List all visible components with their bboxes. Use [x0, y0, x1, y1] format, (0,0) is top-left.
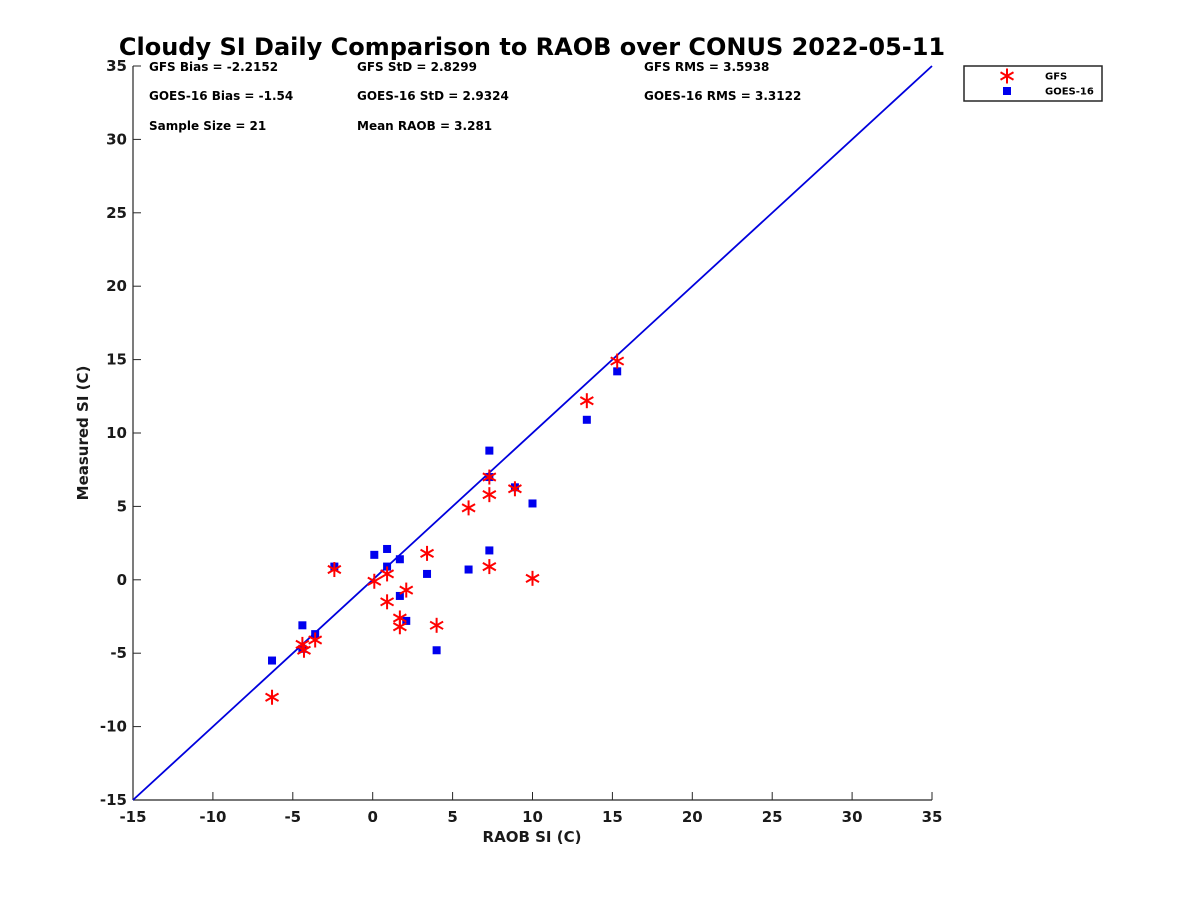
data-point-square	[485, 546, 494, 555]
data-point-asterisk	[525, 570, 540, 586]
data-point-asterisk	[327, 562, 342, 578]
x-tick-label: 0	[367, 808, 377, 826]
x-tick-label: 35	[922, 808, 943, 826]
x-tick-label: -15	[119, 808, 146, 826]
y-tick-label: 30	[106, 130, 127, 148]
x-tick-label: 30	[842, 808, 863, 826]
series-goes-16	[268, 367, 622, 665]
y-tick-label: 10	[106, 424, 127, 442]
stat-annotation: Sample Size = 21	[149, 119, 266, 133]
series-gfs	[265, 353, 625, 705]
x-tick-label: -10	[199, 808, 226, 826]
data-point-asterisk	[461, 500, 476, 516]
legend-marker-asterisk	[1000, 68, 1014, 84]
data-point-square	[464, 565, 473, 574]
y-tick-label: 15	[106, 351, 127, 369]
legend-box	[963, 65, 1103, 102]
data-point-square	[298, 621, 307, 630]
data-point-square	[395, 591, 404, 600]
data-point-asterisk	[296, 642, 311, 658]
stat-annotation: GFS RMS = 3.5938	[644, 60, 769, 74]
data-point-asterisk	[380, 594, 395, 610]
y-tick-label: 25	[106, 204, 127, 222]
one-to-one-line	[132, 65, 933, 801]
data-point-asterisk	[380, 566, 395, 582]
data-point-square	[582, 415, 591, 424]
legend: GFS GOES-16	[963, 65, 1103, 102]
x-axis-label: RAOB SI (C)	[483, 828, 582, 846]
x-tick-label: 15	[602, 808, 623, 826]
data-point-asterisk	[420, 545, 435, 561]
stat-annotation: GOES-16 RMS = 3.3122	[644, 89, 801, 103]
data-point-square	[268, 656, 277, 665]
stat-annotation: GOES-16 StD = 2.9324	[357, 89, 509, 103]
data-point-asterisk	[579, 393, 594, 409]
legend-label: GFS	[1045, 72, 1067, 83]
x-tick-label: 5	[447, 808, 457, 826]
y-tick-label: -5	[110, 644, 127, 662]
data-point-asterisk	[507, 481, 522, 497]
stat-annotation: Mean RAOB = 3.281	[357, 119, 492, 133]
data-point-square	[613, 367, 622, 376]
data-point-square	[395, 555, 404, 564]
legend-marker-square	[1003, 87, 1011, 95]
y-tick-label: 5	[117, 497, 127, 515]
y-tick-label: -15	[100, 791, 127, 809]
data-point-asterisk	[482, 487, 497, 503]
y-tick-label: -10	[100, 718, 127, 736]
x-tick-label: 10	[522, 808, 543, 826]
data-point-square	[370, 550, 379, 559]
stats-annotations: GFS Bias = -2.2152 GFS StD = 2.8299 GFS RM…	[149, 60, 801, 133]
y-axis-label: Measured SI (C)	[74, 366, 92, 501]
data-point-asterisk	[265, 689, 280, 705]
x-tick-label: 20	[682, 808, 703, 826]
y-tick-label: 35	[106, 57, 127, 75]
y-tick-label: 20	[106, 277, 127, 295]
data-point-asterisk	[482, 469, 497, 485]
data-point-asterisk	[308, 632, 323, 648]
axes: -15 -10 -5 0 5 10 15 20 25 30 35 -15 -10 -5 0 5 10 15 20 25…	[100, 57, 943, 826]
data-point-asterisk	[482, 559, 497, 575]
data-point-square	[423, 569, 432, 578]
plot-area	[132, 65, 933, 801]
data-point-asterisk	[367, 573, 382, 589]
legend-label: GOES-16	[1045, 87, 1094, 98]
data-point-square	[528, 499, 537, 508]
stat-annotation: GFS StD = 2.8299	[357, 60, 477, 74]
data-point-square	[383, 544, 392, 553]
data-point-asterisk	[610, 353, 625, 369]
data-point-asterisk	[399, 582, 414, 598]
stat-annotation: GOES-16 Bias = -1.54	[149, 89, 293, 103]
stat-annotation: GFS Bias = -2.2152	[149, 60, 278, 74]
data-point-asterisk	[429, 617, 444, 633]
x-tick-label: 25	[762, 808, 783, 826]
data-point-square	[485, 446, 494, 455]
data-point-asterisk	[392, 619, 407, 635]
data-point-square	[432, 646, 441, 655]
x-tick-label: -5	[284, 808, 301, 826]
chart-title: Cloudy SI Daily Comparison to RAOB over …	[119, 33, 945, 61]
y-tick-label: 0	[117, 571, 127, 589]
